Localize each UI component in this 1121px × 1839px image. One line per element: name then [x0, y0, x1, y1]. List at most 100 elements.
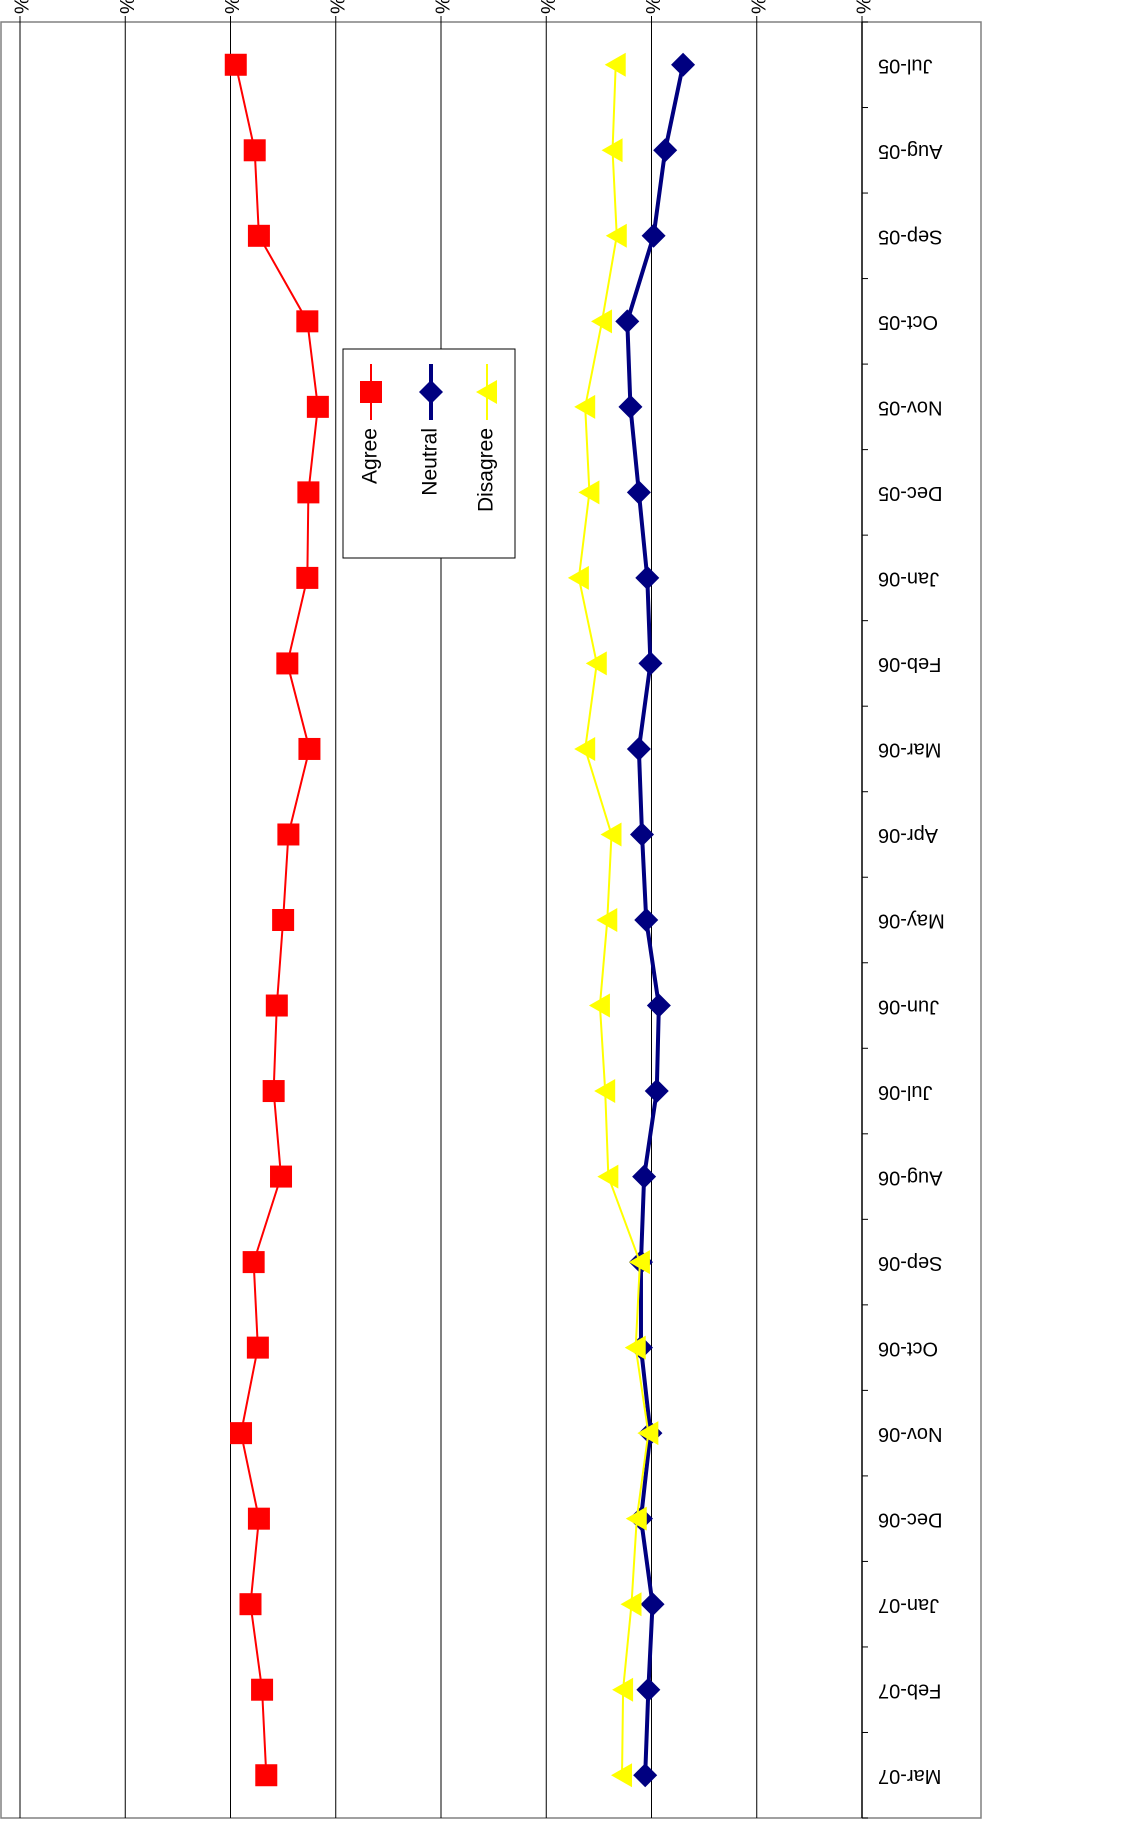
category-label-sep-06: Sep-06: [878, 1252, 943, 1274]
point-agree-apr-06: [277, 823, 300, 846]
legend: Agree Neutral Disagree: [342, 348, 516, 559]
point-neutral-sep-05: [641, 223, 666, 248]
point-disagree-jan-07: [620, 1592, 642, 1617]
legend-marker-disagree: [476, 380, 497, 404]
point-disagree-jun-06: [588, 993, 610, 1018]
point-neutral-mar-07: [633, 1763, 658, 1788]
legend-item-neutral: Neutral: [419, 364, 443, 496]
point-agree-dec-05: [297, 481, 320, 504]
point-disagree-mar-06: [574, 736, 596, 761]
value-tick-label: 60%: [220, 0, 242, 14]
point-disagree-aug-05: [601, 138, 623, 163]
category-label-nov-06: Nov-06: [878, 1423, 942, 1445]
category-label-jun-06: Jun-06: [878, 995, 939, 1017]
point-agree-feb-06: [276, 652, 299, 675]
category-label-dec-06: Dec-06: [878, 1508, 942, 1530]
point-disagree-apr-06: [600, 822, 622, 847]
chart-rotated-group: 0% 10% 20% 30% 40% 50% 60% 70% 80% Jul-05 Aug-05 Se…: [0, 0, 982, 1819]
point-neutral-jan-06: [635, 565, 660, 590]
value-tick-label: 70%: [115, 0, 137, 14]
point-neutral-feb-06: [638, 651, 663, 676]
point-disagree-nov-06: [637, 1421, 659, 1446]
point-agree-oct-06: [246, 1336, 269, 1359]
point-disagree-nov-05: [574, 394, 596, 419]
point-neutral-apr-06: [630, 822, 655, 847]
category-label-mar-06: Mar-06: [878, 739, 941, 761]
value-tick-label: 40%: [431, 0, 453, 14]
value-tick-label: 80%: [10, 0, 32, 14]
category-label-aug-05: Aug-05: [878, 140, 943, 162]
point-disagree-sep-05: [605, 223, 627, 248]
point-agree-sep-06: [242, 1251, 265, 1274]
point-disagree-aug-06: [597, 1164, 619, 1189]
point-neutral-jun-06: [646, 993, 671, 1018]
point-agree-nov-06: [230, 1422, 253, 1445]
point-agree-mar-06: [298, 737, 321, 760]
legend-label-agree: Agree: [359, 428, 382, 484]
axes: 0% 10% 20% 30% 40% 50% 60% 70% 80% Jul-05 Aug-05 Se…: [10, 0, 945, 1819]
point-agree-jan-07: [239, 1593, 262, 1616]
point-neutral-feb-07: [636, 1677, 661, 1702]
point-disagree-dec-05: [578, 480, 600, 505]
series-group: [224, 52, 696, 1788]
point-neutral-mar-06: [626, 736, 651, 761]
legend-marker-agree: [360, 381, 382, 403]
point-agree-jul-06: [262, 1080, 285, 1103]
category-label-apr-06: Apr-06: [878, 824, 938, 846]
point-disagree-dec-06: [625, 1506, 647, 1531]
plot-area: [0, 21, 982, 1819]
category-label-dec-05: Dec-05: [878, 482, 942, 504]
category-label-jan-06: Jan-06: [878, 568, 939, 590]
category-label-oct-05: Oct-05: [878, 311, 938, 333]
category-label-mar-07: Mar-07: [878, 1765, 941, 1787]
value-tick-label: 50%: [325, 0, 347, 14]
value-tick-label: 10%: [746, 0, 768, 14]
legend-label-neutral: Neutral: [419, 428, 442, 496]
category-label-jul-05: Jul-05: [878, 54, 932, 76]
point-disagree-jul-05: [604, 52, 626, 77]
value-tick-label: 20%: [641, 0, 663, 14]
category-label-jan-07: Jan-07: [878, 1594, 939, 1616]
category-label-jul-06: Jul-06: [878, 1081, 932, 1103]
point-neutral-jan-07: [640, 1592, 665, 1617]
point-agree-jan-06: [296, 566, 319, 589]
legend-label-disagree: Disagree: [475, 428, 498, 512]
point-disagree-feb-07: [612, 1677, 634, 1702]
point-agree-nov-05: [306, 395, 329, 418]
category-label-sep-05: Sep-05: [878, 226, 943, 248]
point-disagree-oct-06: [624, 1335, 646, 1360]
point-neutral-aug-06: [632, 1164, 657, 1189]
point-agree-oct-05: [296, 310, 319, 333]
value-tick-label: 0%: [852, 0, 874, 14]
point-disagree-may-06: [596, 908, 618, 932]
legend-item-disagree: Disagree: [475, 364, 498, 512]
point-agree-feb-07: [251, 1678, 274, 1701]
point-neutral-may-06: [634, 908, 659, 932]
point-agree-may-06: [272, 909, 295, 931]
point-agree-aug-06: [270, 1165, 293, 1188]
point-disagree-oct-05: [591, 309, 613, 334]
category-label-oct-06: Oct-06: [878, 1337, 938, 1359]
point-agree-dec-06: [247, 1507, 270, 1530]
point-agree-jun-06: [265, 994, 288, 1017]
point-agree-jul-05: [224, 53, 247, 76]
legend-item-agree: Agree: [359, 364, 382, 484]
point-agree-aug-05: [243, 139, 266, 162]
point-neutral-dec-05: [626, 480, 651, 505]
category-label-aug-06: Aug-06: [878, 1166, 943, 1188]
point-disagree-sep-06: [628, 1250, 650, 1275]
point-neutral-nov-05: [618, 394, 643, 419]
legend-marker-neutral: [419, 380, 443, 404]
point-neutral-jul-05: [671, 52, 696, 77]
category-label-may-06: May-06: [878, 910, 945, 932]
category-label-feb-06: Feb-06: [878, 653, 941, 675]
point-disagree-feb-06: [585, 651, 607, 676]
category-label-nov-05: Nov-05: [878, 397, 942, 419]
value-tick-label: 30%: [536, 0, 558, 14]
point-disagree-jan-06: [567, 565, 589, 590]
series-agree: [224, 53, 329, 1787]
point-disagree-jul-06: [594, 1079, 616, 1104]
point-agree-sep-05: [247, 224, 270, 247]
point-neutral-jul-06: [644, 1079, 669, 1104]
